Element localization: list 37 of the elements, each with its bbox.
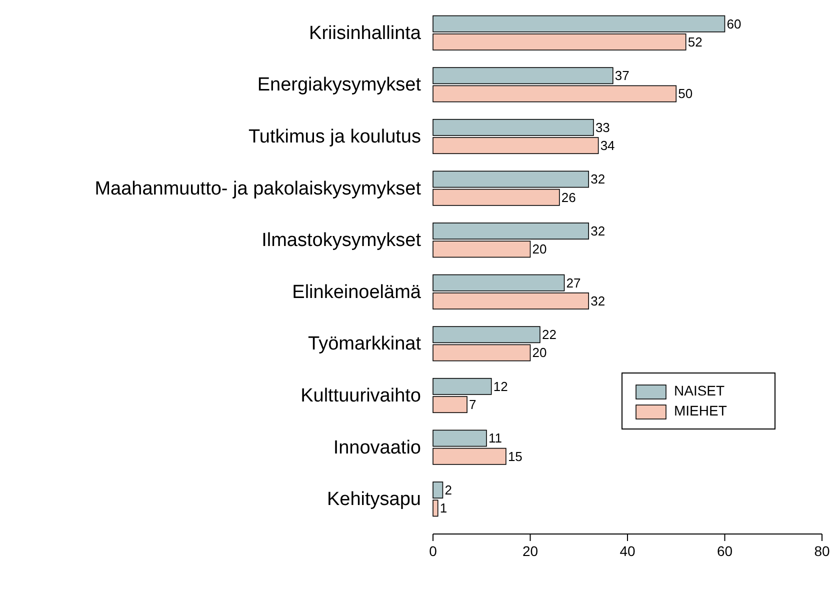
y-tick-label: Energiakysymykset — [257, 74, 422, 96]
x-tick-label: 40 — [620, 543, 636, 559]
data-label: 26 — [561, 190, 576, 205]
data-label: 22 — [542, 327, 556, 342]
data-label: 50 — [678, 86, 693, 102]
data-label: 1 — [440, 500, 448, 516]
y-tick-label: Kehitysapu — [326, 489, 421, 510]
data-label: 32 — [590, 172, 606, 187]
data-label: 60 — [726, 16, 742, 32]
y-tick-label: Kriisinhallinta — [309, 22, 422, 44]
x-tick-label: 60 — [716, 543, 733, 559]
y-tick-label: Innovaatio — [333, 437, 421, 458]
y-tick-label: Kulttuurivaihto — [300, 386, 421, 407]
y-tick-label: Työmarkkinat — [308, 334, 422, 355]
y-tick-label: Ilmastokysymykset — [262, 230, 422, 252]
y-tick-label: Maahanmuutto- ja pakolaiskysymykset — [94, 178, 422, 200]
data-label: 27 — [566, 275, 581, 290]
legend-label: MIEHET — [674, 402, 728, 419]
data-label: 2 — [444, 482, 452, 498]
x-tick-label: 80 — [814, 543, 830, 559]
data-label: 12 — [493, 378, 508, 394]
x-tick-label: 20 — [522, 543, 538, 559]
data-label: 52 — [688, 34, 702, 50]
data-label: 11 — [488, 430, 502, 446]
x-tick-label: 0 — [429, 543, 438, 559]
data-label: 32 — [590, 223, 606, 238]
data-label: 7 — [469, 397, 476, 412]
data-label: 33 — [595, 120, 610, 135]
data-label: 37 — [614, 68, 630, 84]
y-tick-label: Elinkeinoelämä — [292, 282, 422, 303]
data-label: 32 — [590, 293, 606, 308]
data-label: 20 — [532, 242, 547, 257]
data-label: 15 — [508, 448, 522, 464]
legend-label: NAISET — [674, 382, 726, 399]
data-label: 34 — [600, 138, 615, 154]
data-label: 20 — [532, 345, 547, 360]
y-tick-label: Tutkimus ja koulutus — [248, 126, 421, 148]
